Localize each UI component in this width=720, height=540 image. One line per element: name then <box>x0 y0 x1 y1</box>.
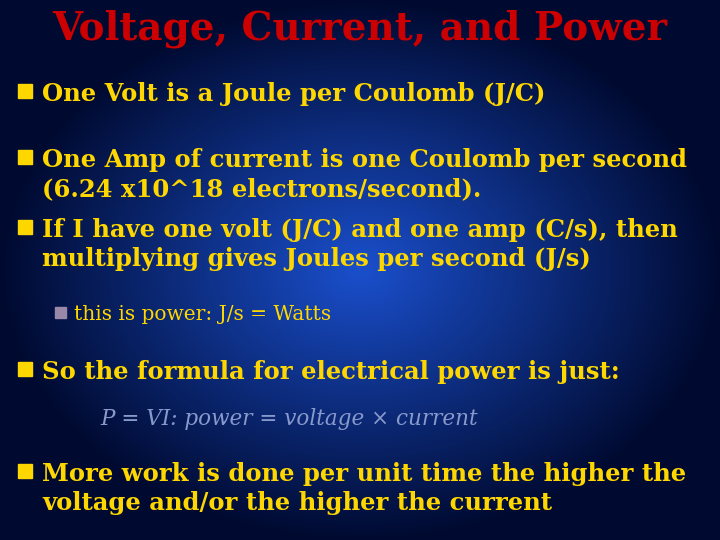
Text: this is power: J/s = Watts: this is power: J/s = Watts <box>74 305 331 324</box>
Text: So the formula for electrical power is just:: So the formula for electrical power is j… <box>42 360 620 384</box>
Text: One Volt is a Joule per Coulomb (J/C): One Volt is a Joule per Coulomb (J/C) <box>42 82 545 106</box>
Text: One Amp of current is one Coulomb per second
(6.24 x10^18 electrons/second).: One Amp of current is one Coulomb per se… <box>42 148 687 201</box>
Bar <box>18 150 32 164</box>
Bar <box>18 220 32 234</box>
Bar <box>55 307 66 318</box>
Text: More work is done per unit time the higher the
voltage and/or the higher the cur: More work is done per unit time the high… <box>42 462 686 515</box>
Text: If I have one volt (J/C) and one amp (C/s), then
multiplying gives Joules per se: If I have one volt (J/C) and one amp (C/… <box>42 218 678 271</box>
Bar <box>18 84 32 98</box>
Text: P = VI: power = voltage × current: P = VI: power = voltage × current <box>100 408 477 430</box>
Bar <box>18 362 32 376</box>
Bar <box>18 464 32 478</box>
Text: Voltage, Current, and Power: Voltage, Current, and Power <box>53 10 667 49</box>
